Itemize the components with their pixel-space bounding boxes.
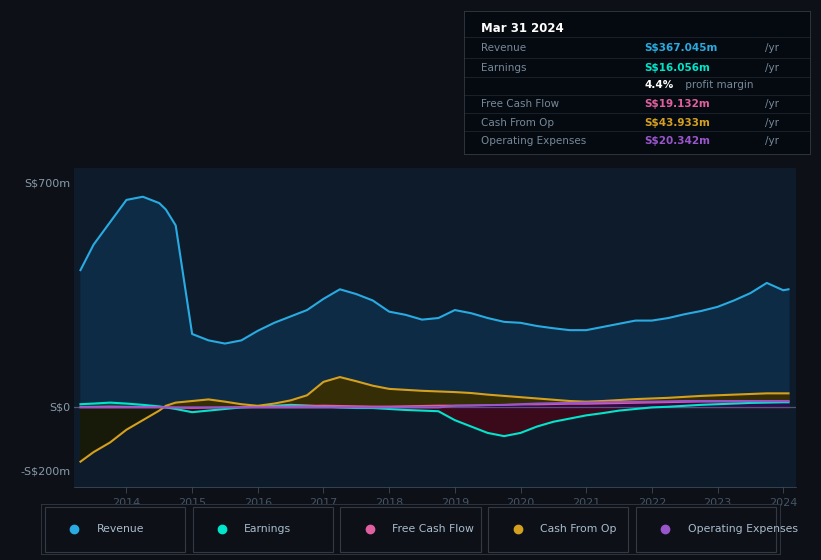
Text: S$43.933m: S$43.933m [644, 118, 710, 128]
FancyBboxPatch shape [341, 506, 481, 552]
FancyBboxPatch shape [636, 506, 777, 552]
Text: Revenue: Revenue [481, 43, 526, 53]
Text: S$20.342m: S$20.342m [644, 136, 710, 146]
Text: /yr: /yr [765, 136, 779, 146]
Text: profit margin: profit margin [682, 81, 754, 91]
Text: Free Cash Flow: Free Cash Flow [392, 524, 474, 534]
Text: Earnings: Earnings [245, 524, 291, 534]
Text: /yr: /yr [765, 118, 779, 128]
Text: Operating Expenses: Operating Expenses [688, 524, 797, 534]
FancyBboxPatch shape [488, 506, 629, 552]
Text: S$367.045m: S$367.045m [644, 43, 718, 53]
Text: Revenue: Revenue [97, 524, 144, 534]
Text: Cash From Op: Cash From Op [540, 524, 617, 534]
FancyBboxPatch shape [45, 506, 186, 552]
Text: /yr: /yr [765, 43, 779, 53]
Text: S$700m: S$700m [24, 179, 71, 189]
Text: S$16.056m: S$16.056m [644, 63, 710, 73]
Text: Earnings: Earnings [481, 63, 527, 73]
Text: Cash From Op: Cash From Op [481, 118, 554, 128]
Text: /yr: /yr [765, 99, 779, 109]
FancyBboxPatch shape [193, 506, 333, 552]
Text: Operating Expenses: Operating Expenses [481, 136, 586, 146]
Text: 4.4%: 4.4% [644, 81, 673, 91]
Text: Free Cash Flow: Free Cash Flow [481, 99, 559, 109]
Text: S$19.132m: S$19.132m [644, 99, 710, 109]
Text: -S$200m: -S$200m [21, 466, 71, 476]
Text: Mar 31 2024: Mar 31 2024 [481, 22, 564, 35]
Text: /yr: /yr [765, 63, 779, 73]
Text: S$0: S$0 [49, 403, 71, 412]
